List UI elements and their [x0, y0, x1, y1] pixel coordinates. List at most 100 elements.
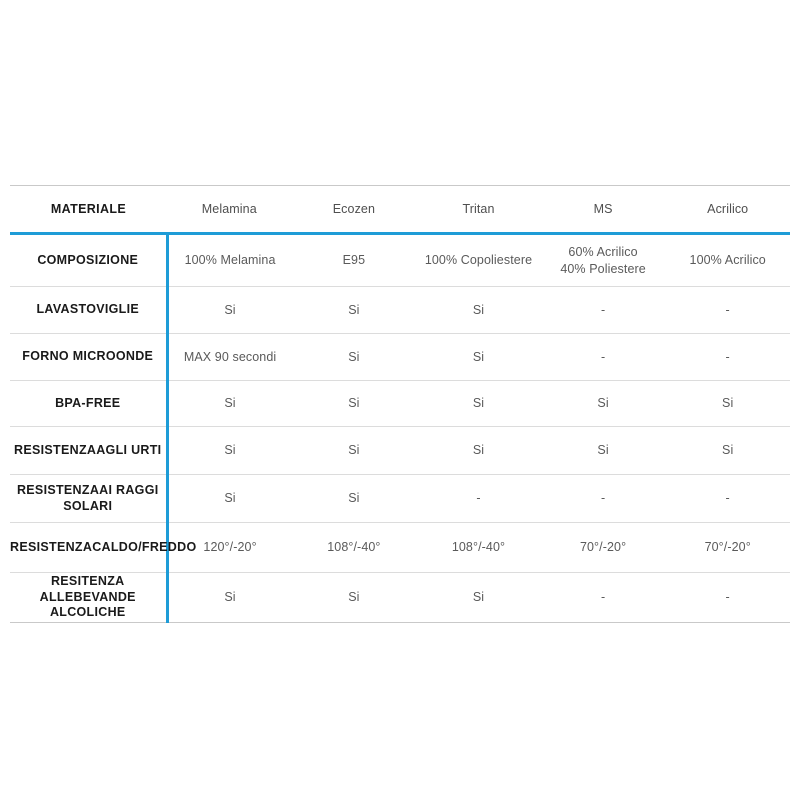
header-cell-ms: MS	[540, 185, 666, 235]
table-cell-line: -	[725, 302, 730, 317]
table-cell: -	[540, 286, 666, 334]
table-cell: Si	[416, 572, 541, 623]
table-cell-line: Si	[472, 349, 485, 364]
table-cell: Si	[540, 426, 666, 475]
table-cell: 70°/-20°	[540, 522, 666, 573]
table-cell-line: Si	[224, 302, 236, 317]
table-cell-line: -	[725, 491, 730, 506]
table-cell-line: Si	[472, 443, 485, 458]
table-body: COMPOSIZIONE 100% Melamina E95 100% Copolie…	[10, 233, 790, 623]
table-cell-line: -	[600, 302, 606, 317]
table-cell-line: Si	[472, 396, 485, 411]
row-label: RESITENZA ALLEBEVANDE ALCOLICHE	[10, 572, 169, 623]
table-cell: Si	[167, 474, 292, 523]
table-cell-line: Si	[224, 590, 236, 605]
header-cell-melamina: Melamina	[167, 185, 292, 235]
table-cell-line: Si	[224, 491, 236, 506]
table-cell-line: 120°/-20°	[203, 540, 257, 555]
table-cell-line: Si	[597, 396, 609, 411]
table-cell: -	[665, 333, 790, 381]
row-label-line: AI RAGGI SOLARI	[63, 482, 159, 513]
table-cell: 70°/-20°	[665, 522, 790, 573]
table-cell-line: Si	[348, 443, 360, 458]
table-cell: MAX 90 secondi	[167, 333, 292, 381]
table-cell: 108°/-40°	[291, 522, 417, 573]
table-cell-line: Si	[224, 443, 236, 458]
table-cell-line: 60% Acrilico	[568, 245, 638, 260]
row-label: LAVASTOVIGLIE	[10, 286, 169, 334]
table-cell: Si	[291, 572, 417, 623]
table-cell-line: Si	[472, 590, 485, 605]
table-cell: -	[665, 572, 790, 623]
table-row: LAVASTOVIGLIE Si Si Si - -	[10, 286, 790, 334]
table-cell: Si	[416, 286, 541, 334]
table-cell: -	[540, 572, 666, 623]
table-cell-line: Si	[348, 349, 360, 364]
table-cell-line: 100% Melamina	[184, 253, 276, 268]
table-cell-line: 100% Copoliestere	[424, 253, 533, 268]
table-cell: -	[540, 474, 666, 523]
row-label-line: RESISTENZA	[10, 539, 93, 554]
table-cell: 120°/-20°	[167, 522, 292, 573]
table-cell: 100% Acrilico	[665, 233, 790, 287]
table-cell: Si	[167, 426, 292, 475]
table-cell-line: Si	[348, 590, 360, 605]
table-cell: E95	[291, 233, 417, 287]
table-row: COMPOSIZIONE 100% Melamina E95 100% Copolie…	[10, 233, 790, 287]
row-label: RESISTENZACALDO/FREDDO	[10, 522, 196, 573]
row-label-line: COMPOSIZIONE	[37, 252, 139, 267]
table-cell-line: Si	[348, 491, 360, 506]
table-cell: Si	[416, 333, 541, 381]
table-cell-line: Si	[348, 302, 360, 317]
table-row: FORNO MICROONDE MAX 90 secondi Si Si - -	[10, 333, 790, 381]
table-cell-line: 108°/-40°	[451, 540, 506, 555]
table-cell: -	[540, 333, 666, 381]
table-cell: -	[416, 474, 541, 523]
table-cell: Si	[665, 426, 790, 475]
table-row: RESISTENZACALDO/FREDDO 120°/-20° 108°/-40°…	[10, 522, 790, 573]
table-cell-line: -	[725, 349, 730, 364]
row-label-line: BEVANDE ALCOLICHE	[49, 589, 136, 620]
row-label: RESISTENZAAI RAGGI SOLARI	[10, 474, 169, 523]
table-cell-line: E95	[342, 253, 366, 268]
table-cell-line: -	[476, 491, 481, 506]
table-cell: Si	[291, 286, 417, 334]
table-row: RESISTENZAAI RAGGI SOLARI Si Si - - -	[10, 474, 790, 523]
table-cell: 108°/-40°	[416, 522, 541, 573]
row-label: COMPOSIZIONE	[10, 233, 169, 287]
table-cell-line: MAX 90 secondi	[183, 349, 277, 364]
table-header-row: MATERIALE Melamina Ecozen Tritan MS Acri…	[10, 185, 790, 235]
header-cell-materiale: MATERIALE	[10, 185, 167, 235]
table-cell-line: -	[600, 590, 606, 605]
row-label-line: RESISTENZA	[14, 442, 97, 457]
table-cell-line: 70°/-20°	[704, 540, 751, 555]
table-cell-line: Si	[722, 443, 734, 458]
table-cell: Si	[291, 380, 417, 427]
row-label: FORNO MICROONDE	[10, 333, 169, 381]
table-header: MATERIALE Melamina Ecozen Tritan MS Acri…	[10, 185, 790, 235]
header-cell-acrilico: Acrilico	[665, 185, 790, 235]
row-label: BPA-FREE	[10, 380, 169, 427]
table-cell: 100% Melamina	[167, 233, 292, 287]
table-cell: Si	[416, 380, 541, 427]
table-cell: Si	[291, 426, 417, 475]
row-label-line: RESITENZA ALLE	[39, 574, 125, 604]
table-cell-line: 108°/-40°	[327, 540, 381, 555]
table-cell: Si	[291, 333, 417, 381]
table-cell: 100% Copoliestere	[416, 233, 541, 287]
table-cell: -	[665, 474, 790, 523]
table-cell-line: Si	[597, 443, 609, 458]
table-cell-line: -	[600, 491, 606, 506]
row-label: RESISTENZAAGLI URTI	[10, 426, 169, 475]
row-label-line: BPA-FREE	[55, 395, 121, 410]
table-row: BPA-FREE Si Si Si Si Si	[10, 380, 790, 427]
table-cell-line: 70°/-20°	[579, 540, 627, 555]
table-cell-line: Si	[722, 396, 734, 411]
table-cell-line: Si	[348, 396, 360, 411]
row-label-line: LAVASTOVIGLIE	[36, 302, 140, 317]
table-row: RESITENZA ALLEBEVANDE ALCOLICHE Si Si Si - -	[10, 572, 790, 623]
row-label-line: RESISTENZA	[16, 482, 100, 497]
table-cell: Si	[665, 380, 790, 427]
table-cell-line: 40% Poliestere	[560, 261, 646, 276]
